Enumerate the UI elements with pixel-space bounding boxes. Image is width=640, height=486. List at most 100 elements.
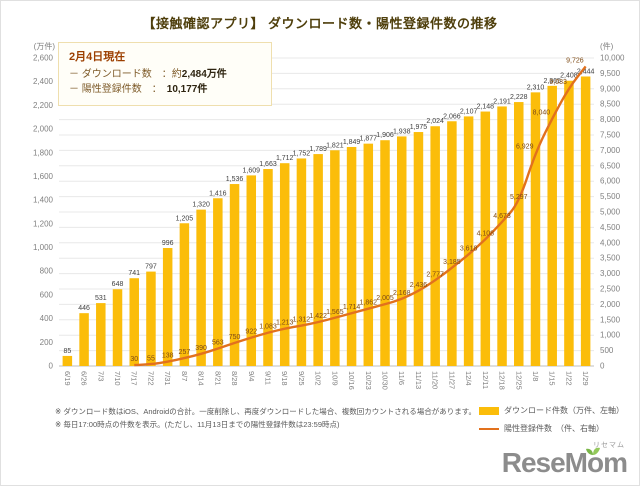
page-title: 【接触確認アプリ】 ダウンロード数・陽性登録件数の推移 [142, 16, 498, 31]
bar-value-label: 446 [78, 305, 90, 312]
x-tick-label: 7/22 [146, 371, 155, 386]
bar-value-label: 1,789 [309, 146, 327, 153]
x-tick-label: 9/4 [247, 371, 256, 381]
bar [96, 303, 106, 366]
x-tick-label: 12/25 [514, 371, 523, 390]
y-tick-label-right: 7,500 [600, 131, 621, 140]
bar-value-label: 648 [112, 281, 124, 288]
y-tick-label-right: 1,500 [600, 315, 621, 324]
x-tick-label: 1/22 [564, 371, 573, 386]
bar [447, 121, 457, 367]
right-axis-unit: (件) [600, 41, 614, 51]
x-tick-label: 10/16 [347, 371, 356, 390]
status-box: 2月4日現在 － ダウンロード数 ：約2,484万件 － 陽性登録件数 ： 10… [58, 42, 272, 106]
x-tick-label: 9/11 [263, 371, 272, 385]
y-tick-label-left: 2,400 [33, 77, 54, 86]
bar [112, 289, 123, 366]
x-tick-label: 7/3 [96, 371, 105, 381]
bar [296, 158, 307, 366]
y-tick-label-right: 9,500 [600, 69, 621, 78]
y-tick-label-right: 0 [600, 362, 605, 371]
x-tick-label: 7/10 [113, 371, 122, 386]
bar-value-label: 2,310 [527, 84, 545, 91]
bar-value-label: 2,444 [577, 68, 595, 75]
y-tick-label-right: 3,500 [600, 254, 621, 263]
line-value-label: 55 [147, 355, 155, 362]
bar-value-label: 996 [162, 240, 174, 247]
y-tick-label-left: 1,800 [33, 148, 54, 157]
x-tick-label: 9/18 [280, 371, 289, 386]
x-tick-label: 8/28 [230, 371, 239, 386]
y-tick-label-left: 1,400 [33, 196, 54, 205]
y-tick-label-right: 6,500 [600, 161, 621, 170]
line-value-label: 1,213 [276, 320, 294, 327]
bar [313, 154, 323, 366]
y-tick-label-right: 10,000 [600, 54, 625, 63]
bar [263, 168, 273, 366]
bar-value-label: 1,205 [176, 215, 194, 222]
y-tick-label-left: 200 [40, 338, 54, 347]
y-tick-label-right: 500 [600, 346, 614, 355]
x-tick-label: 10/9 [330, 371, 339, 386]
line-value-label: 2,168 [393, 290, 411, 297]
bar-value-label: 1,663 [259, 161, 277, 168]
bar [246, 175, 257, 366]
y-tick-label-left: 0 [49, 362, 54, 371]
status-box-date: 2月4日現在 [69, 51, 126, 63]
line-value-label: 1,565 [326, 309, 344, 316]
bar-value-label: 1,536 [226, 176, 244, 183]
x-tick-label: 8/14 [197, 371, 206, 386]
x-tick-label: 12/18 [498, 371, 507, 390]
bar-value-label: 1,821 [326, 142, 344, 149]
y-tick-label-right: 2,000 [600, 300, 621, 309]
bar-value-label: 2,408 [560, 73, 578, 80]
x-tick-label: 8/21 [213, 371, 222, 386]
x-tick-label: 6/19 [63, 371, 72, 386]
bar [196, 209, 206, 366]
line-value-label: 4,673 [493, 213, 511, 220]
x-tick-label: 10/30 [381, 371, 390, 390]
bar-value-label: 531 [95, 295, 107, 302]
bar-value-label: 1,938 [393, 128, 411, 135]
x-tick-label: 11/27 [447, 371, 456, 389]
line-value-label: 1,312 [293, 317, 311, 324]
legend-line-swatch [479, 427, 499, 430]
bar-value-label: 2,066 [443, 113, 461, 120]
footnote-line: ※ ダウンロード数はiOS、Androidの合計。一度削除し、再度ダウンロードし… [55, 407, 476, 416]
x-tick-label: 10/2 [314, 371, 323, 386]
x-tick-label: 6/26 [80, 371, 89, 386]
y-tick-label-left: 1,600 [33, 172, 54, 181]
x-tick-label: 1/15 [548, 371, 557, 386]
x-tick-label: 9/25 [297, 371, 306, 386]
bar [497, 106, 507, 366]
y-tick-label-left: 600 [40, 290, 54, 299]
chart-legend: ダウンロード件数（万件、左軸） 陽性登録件数 （件、右軸） [479, 405, 624, 441]
bar-value-label: 2,365 [543, 78, 561, 85]
line-value-label: 2,005 [376, 295, 394, 302]
bar [463, 116, 474, 366]
logo-kana: リセマム [593, 442, 625, 449]
y-tick-label-left: 800 [40, 267, 54, 276]
bar-value-label: 741 [128, 270, 140, 277]
y-tick-label-right: 3,000 [600, 269, 621, 278]
bar [514, 102, 524, 367]
bar [413, 132, 424, 366]
bar [62, 355, 73, 366]
bar-value-label: 1,906 [376, 132, 394, 139]
logo-text: ReseMom [501, 447, 628, 478]
line-value-label: 257 [179, 349, 191, 356]
line-value-label: 9,033 [549, 79, 567, 86]
legend-label: ダウンロード件数（万件、左軸） [504, 406, 624, 415]
y-tick-label-right: 9,000 [600, 84, 621, 93]
legend-item-positives: 陽性登録件数 （件、右軸） [479, 423, 624, 434]
line-value-label: 2,436 [410, 282, 428, 289]
line-value-label: 563 [212, 340, 224, 347]
line-value-label: 390 [195, 345, 207, 352]
y-tick-label-right: 6,000 [600, 177, 621, 186]
line-value-label: 1,714 [343, 304, 361, 311]
line-value-label: 922 [245, 329, 257, 336]
y-tick-label-left: 2,000 [33, 125, 54, 134]
leaf-icon [585, 443, 601, 459]
